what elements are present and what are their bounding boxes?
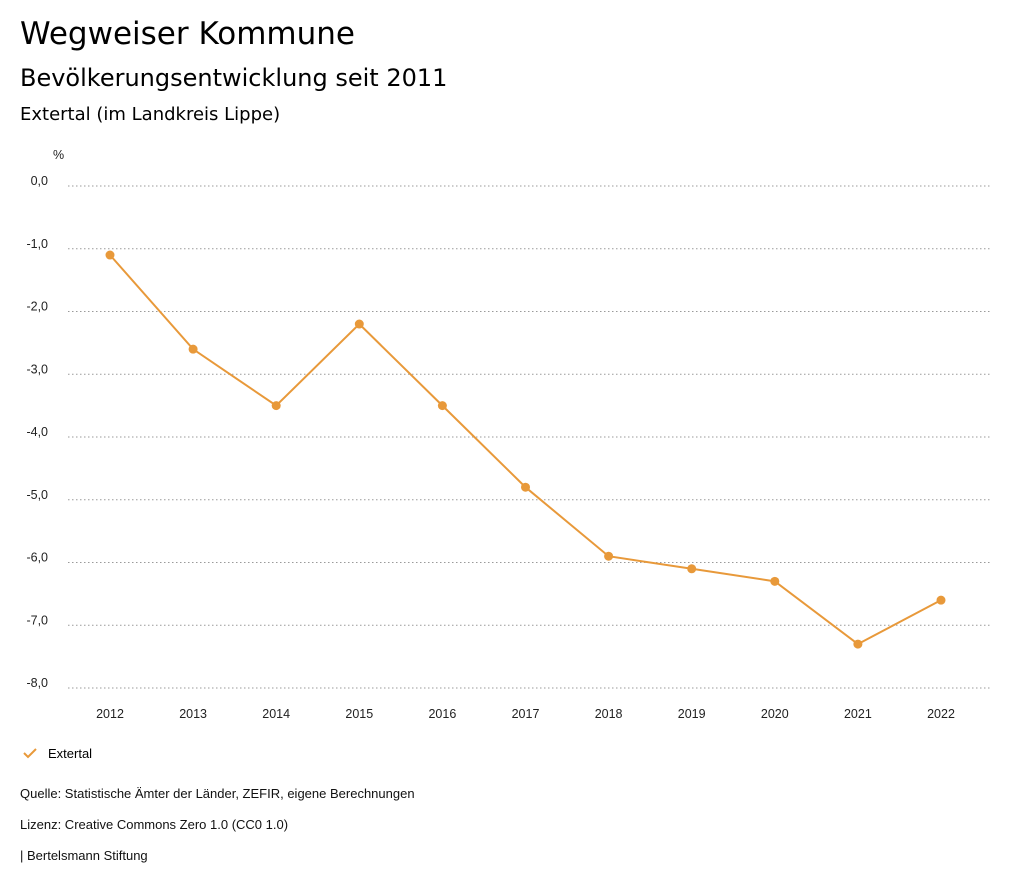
data-point[interactable]	[687, 564, 697, 574]
x-tick-label: 2021	[844, 707, 872, 721]
grid-lines	[68, 185, 990, 689]
x-tick-label: 2013	[179, 707, 207, 721]
check-icon	[23, 748, 37, 759]
data-point[interactable]	[105, 250, 115, 260]
y-tick-label: -7,0	[26, 613, 48, 627]
region-label: Extertal (im Landkreis Lippe)	[20, 104, 281, 125]
x-tick-labels: 2012 2013 2014 2015 2016 2017 2018 2019 2020 2021…	[96, 707, 955, 721]
license-note: Lizenz: Creative Commons Zero 1.0 (CC0 1…	[20, 817, 289, 832]
y-unit-label: %	[53, 148, 64, 162]
data-point[interactable]	[437, 401, 447, 411]
y-tick-labels: 0,0 -1,0 -2,0 -3,0 -4,0 -5,0 -6,0 -7,0 -8,0	[26, 174, 48, 690]
source-note: Quelle: Statistische Ämter der Länder, Z…	[20, 786, 415, 801]
data-point[interactable]	[188, 344, 198, 354]
data-point[interactable]	[354, 319, 364, 329]
legend-item-extertal: Extertal	[48, 745, 93, 761]
page-title: Wegweiser Kommune	[20, 16, 355, 52]
x-tick-label: 2012	[96, 707, 124, 721]
data-point[interactable]	[521, 482, 530, 492]
chart-subtitle: Bevölkerungsentwicklung seit 2011	[20, 64, 448, 92]
data-point[interactable]	[770, 576, 780, 586]
x-tick-label: 2015	[345, 707, 373, 721]
publisher-note: | Bertelsmann Stiftung	[20, 848, 148, 863]
data-point[interactable]	[604, 551, 614, 561]
y-tick-label: -5,0	[26, 488, 48, 502]
y-tick-label: -8,0	[26, 676, 48, 690]
line-chart: % 0,0 -1,0 -2,0 -3,0 -4,0 -5,0 -6,0 -7,0 -8,0 20…	[26, 148, 990, 721]
y-tick-label: -6,0	[26, 551, 48, 565]
y-tick-label: 0,0	[31, 174, 48, 188]
x-tick-label: 2018	[595, 707, 623, 721]
x-tick-label: 2022	[927, 707, 955, 721]
x-tick-label: 2017	[512, 707, 540, 721]
y-tick-label: -2,0	[26, 300, 48, 314]
series-extertal	[105, 250, 946, 649]
series-line	[109, 254, 942, 646]
x-tick-label: 2020	[761, 707, 789, 721]
data-point[interactable]	[936, 595, 946, 605]
y-tick-label: -4,0	[26, 425, 48, 439]
data-point[interactable]	[271, 401, 281, 411]
data-point[interactable]	[853, 639, 863, 649]
y-tick-label: -3,0	[26, 362, 48, 376]
x-tick-label: 2014	[262, 707, 290, 721]
x-tick-label: 2016	[428, 707, 456, 721]
x-tick-label: 2019	[678, 707, 706, 721]
legend[interactable]: Extertal	[22, 745, 92, 761]
y-tick-label: -1,0	[26, 237, 48, 251]
